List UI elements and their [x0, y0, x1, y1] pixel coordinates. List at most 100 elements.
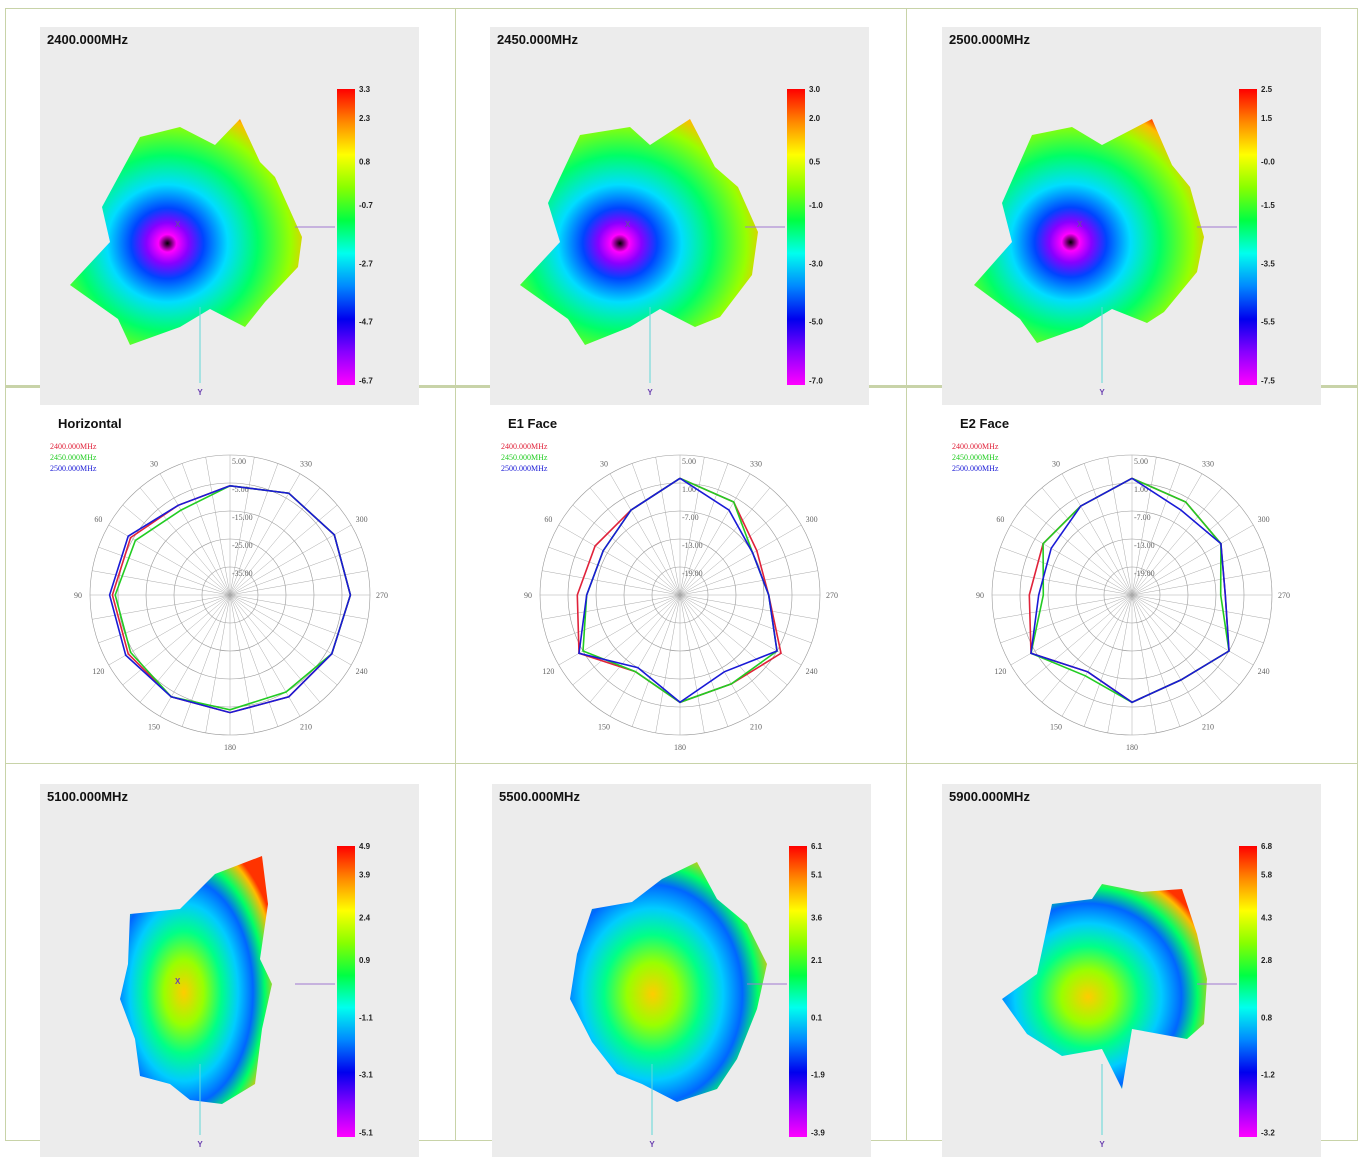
color-scale-label: 2.4: [359, 913, 371, 922]
color-scale-label: 4.9: [359, 842, 371, 851]
polar-grid-spoke: [994, 594, 1133, 620]
pattern-3d-svg: Y X 2.5 1.5 -0.0 -1.5 -3.5 -5.5 -7.5: [974, 85, 1275, 397]
pattern-3d-panel-2400: 2400.000MHz Y X 3.3 2.3 0.8 -0.7 -2.7 -4.7 -6.7: [40, 27, 419, 405]
chart-legend: 2400.000MHz 2450.000MHz 2500.000MHz: [50, 441, 96, 474]
polar-grid-spoke: [1000, 546, 1133, 596]
pattern-3d-svg: Y 6.1 5.1 3.6 2.1 0.1 -1.9 -3.9: [570, 842, 825, 1149]
polar-grid-spoke: [679, 594, 812, 644]
polar-grid-spoke: [679, 594, 705, 733]
color-scale-label: 2.3: [359, 114, 371, 123]
legend-entry-2500: 2500.000MHz: [501, 464, 548, 473]
polar-radial-tick: 5.00: [232, 457, 246, 466]
polar-grid-spoke: [655, 594, 681, 733]
radiation-pattern-surface: [1002, 884, 1207, 1089]
polar-grid-spoke: [108, 594, 231, 666]
polar-angle-label: 330: [1202, 459, 1214, 468]
polar-angle-label: 270: [1278, 591, 1290, 600]
polar-grid-spoke: [679, 594, 729, 727]
polar-grid-spoke: [1041, 594, 1133, 703]
pattern-3d-panel-5500: 5500.000MHz Y 6.1 5.1 3.6 2.1 0.1 -1.9 -3.9: [492, 784, 871, 1157]
polar-grid-spoke: [1131, 594, 1254, 666]
polar-plot-svg: 30 330 60 300 90 270 120 240 150 210 180 5.00 1.00 -7…: [976, 454, 1290, 752]
pattern-3d-panel-5900: 5900.000MHz Y 6.8 5.8 4.3 2.8 0.8 -1.2 -3.2: [942, 784, 1321, 1157]
polar-grid-spoke: [159, 594, 231, 717]
polar-grid-spoke: [229, 594, 368, 620]
chart-legend: 2400.000MHz 2450.000MHz 2500.000MHz: [501, 441, 547, 474]
polar-angle-label: 60: [94, 515, 102, 524]
color-scale-label: 2.1: [811, 956, 823, 965]
color-scale-bar: [337, 89, 355, 385]
chart-title: E2 Face: [960, 416, 1010, 431]
polar-grid-spoke: [1131, 594, 1270, 620]
color-scale-label: -1.5: [1261, 201, 1275, 210]
polar-radial-tick: -7.00: [682, 513, 699, 522]
polar-radial-tick: -25.00: [232, 541, 253, 550]
color-scale-label: -0.7: [359, 201, 373, 210]
polar-radial-tick: -13.00: [682, 541, 703, 550]
polar-grid-spoke: [229, 594, 279, 727]
y-axis-label: Y: [649, 1140, 655, 1149]
polar-grid-spoke: [229, 594, 255, 733]
color-scale-label: -2.7: [359, 260, 373, 269]
polar-grid-spoke: [679, 457, 705, 596]
radiation-pattern-surface: [70, 119, 302, 345]
polar-radial-tick: -5.00: [232, 485, 249, 494]
polar-grid-spoke: [1131, 546, 1264, 596]
polar-series-line: [1030, 477, 1230, 704]
polar-grid-spoke: [229, 594, 301, 717]
polar-grid-spoke: [139, 487, 231, 596]
polar-grid-spoke: [655, 457, 681, 596]
polar-radial-tick: -7.00: [1134, 513, 1151, 522]
polar-radial-tick: 5.00: [1134, 457, 1148, 466]
polar-grid-spoke: [229, 487, 321, 596]
pattern-3d-panel-5100: 5100.000MHz Y X 4.9 3.9 2.4 0.9 -1.1 -3.1 -5.1: [40, 784, 419, 1157]
panel-title: 2500.000MHz: [949, 32, 1030, 47]
pattern-3d-panel-2500: 2500.000MHz Y X 2.5 1.5 -0.0 -1.5 -3.5 -5.5 -7.5: [942, 27, 1321, 405]
polar-grid-spoke: [558, 524, 681, 596]
color-scale-bar: [337, 846, 355, 1137]
grid-right: [1357, 8, 1358, 1141]
grid-col2: [906, 8, 907, 1141]
polar-chart-e2-face: E2 Face 2400.000MHz 2450.000MHz 2500.000…: [942, 412, 1342, 757]
polar-angle-label: 210: [750, 723, 762, 732]
polar-angle-label: 300: [806, 515, 818, 524]
polar-grid-spoke: [631, 463, 681, 596]
polar-radial-tick: -19.00: [1134, 569, 1155, 578]
polar-grid-spoke: [548, 594, 681, 644]
radiation-pattern-surface: [974, 119, 1204, 343]
polar-grid-spoke: [1131, 504, 1240, 596]
polar-grid-spoke: [1107, 457, 1133, 596]
color-scale-label: 3.0: [809, 85, 821, 94]
grid-top: [5, 8, 1358, 9]
y-axis-label: Y: [1099, 388, 1105, 397]
polar-grid-spoke: [229, 463, 279, 596]
polar-angle-label: 240: [356, 667, 368, 676]
polar-chart-e1-face: E1 Face 2400.000MHz 2450.000MHz 2500.000…: [490, 412, 890, 757]
polar-plot-svg: 30 330 60 300 90 270 120 240 150 210 180 5.00 -5.00 -…: [74, 454, 388, 752]
polar-grid-spoke: [1024, 504, 1133, 596]
panel-title: 2450.000MHz: [497, 32, 578, 47]
polar-grid-spoke: [1010, 524, 1133, 596]
polar-grid-spoke: [1000, 594, 1133, 644]
polar-angle-label: 270: [376, 591, 388, 600]
color-scale-bar: [1239, 846, 1257, 1137]
panel-title: 2400.000MHz: [47, 32, 128, 47]
polar-chart-horizontal: Horizontal 2400.000MHz 2450.000MHz 2500.…: [40, 412, 440, 757]
panel-title: 5500.000MHz: [499, 789, 580, 804]
polar-grid-spoke: [159, 473, 231, 596]
x-axis-marker: X: [175, 977, 181, 986]
polar-grid-spoke: [122, 594, 231, 686]
color-scale-label: -3.1: [359, 1071, 373, 1080]
color-scale-label: 6.1: [811, 842, 823, 851]
polar-grid-spoke: [1131, 570, 1270, 596]
color-scale-label: 0.8: [1261, 1014, 1273, 1023]
polar-grid-spoke: [589, 487, 681, 596]
polar-grid-spoke: [98, 546, 231, 596]
polar-grid-spoke: [679, 473, 751, 596]
polar-series-line: [578, 477, 778, 704]
color-scale-label: 0.8: [359, 158, 371, 167]
y-axis-label: Y: [197, 388, 203, 397]
y-axis-label: Y: [647, 388, 653, 397]
pattern-3d-svg: Y 6.8 5.8 4.3 2.8 0.8 -1.2 -3.2: [1002, 842, 1275, 1149]
polar-radial-tick: 1.00: [682, 485, 696, 494]
